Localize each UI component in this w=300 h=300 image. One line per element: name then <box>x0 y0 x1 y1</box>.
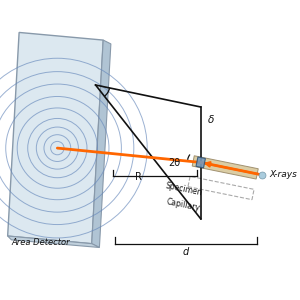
Text: δ: δ <box>208 116 215 125</box>
Polygon shape <box>192 156 258 179</box>
Polygon shape <box>92 40 111 248</box>
Text: Specimen: Specimen <box>164 181 203 198</box>
Text: X-rays: X-rays <box>269 170 297 179</box>
Polygon shape <box>8 236 99 248</box>
Polygon shape <box>196 157 206 168</box>
Text: Area Detector: Area Detector <box>11 238 70 247</box>
Text: 2θ: 2θ <box>168 158 180 168</box>
Polygon shape <box>8 32 103 244</box>
Text: R: R <box>135 172 142 182</box>
Text: Capillary: Capillary <box>166 197 201 212</box>
Text: d: d <box>183 248 189 257</box>
